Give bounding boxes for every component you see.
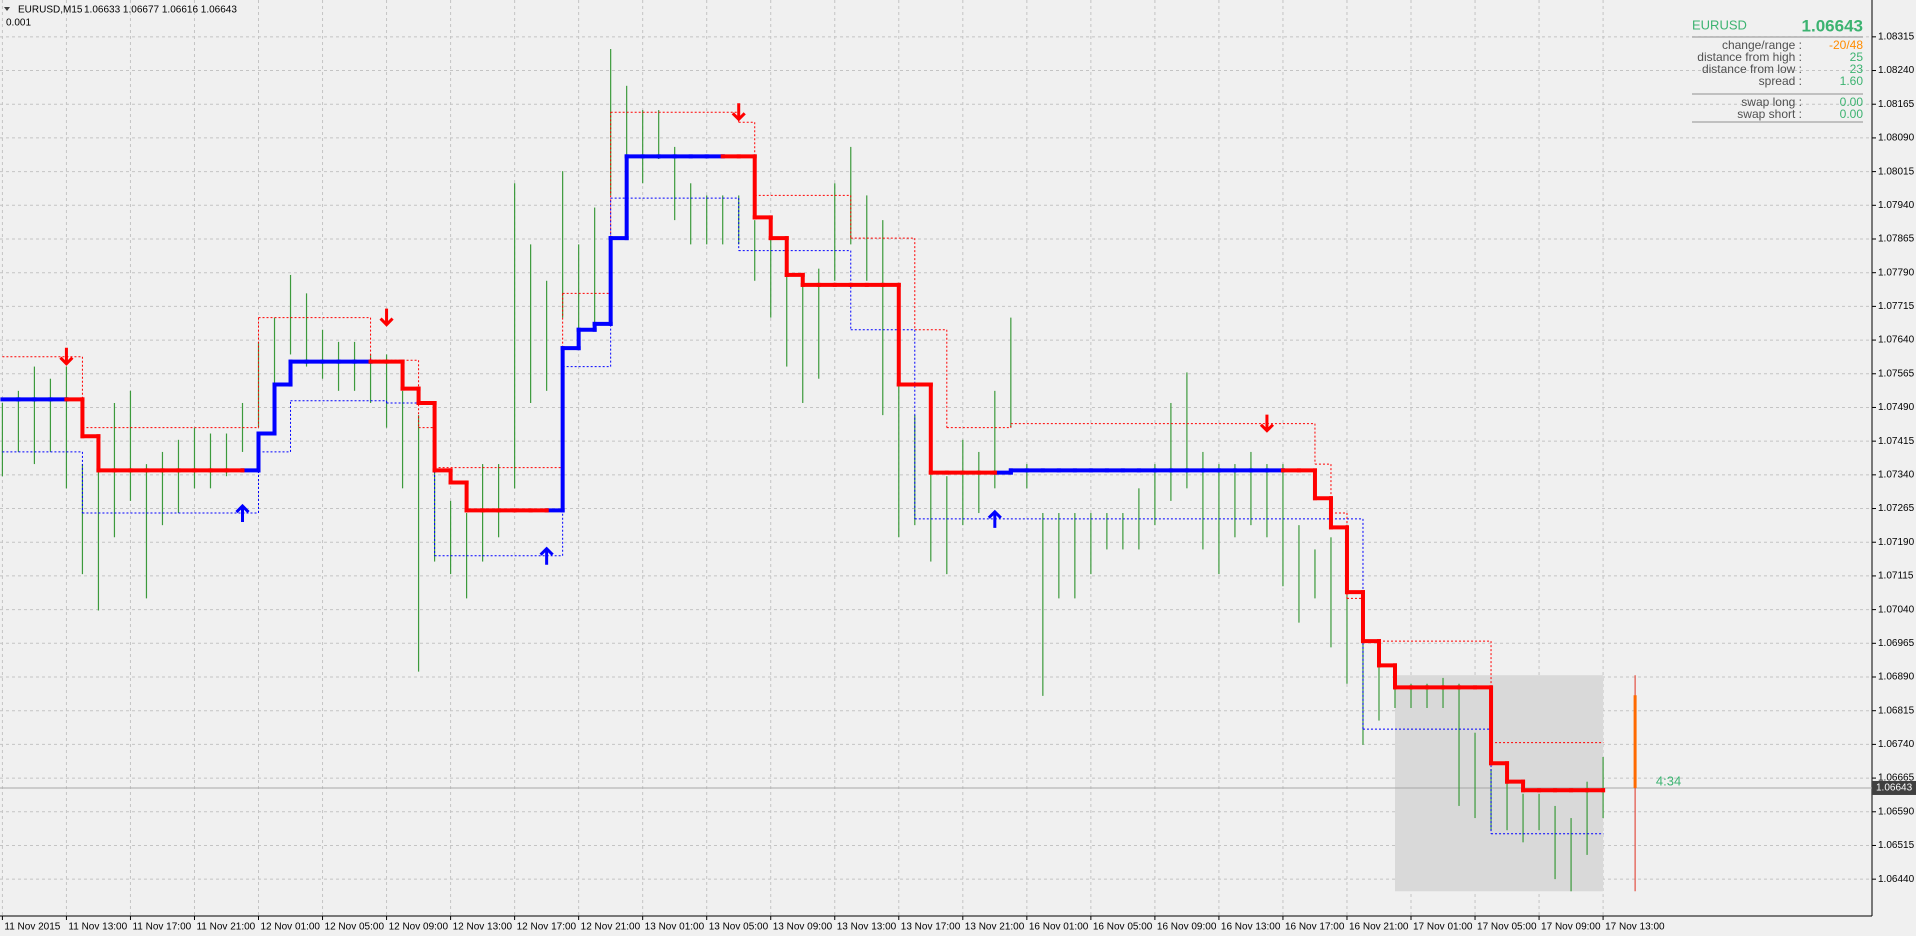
info-value: 0.00 (1840, 107, 1864, 121)
range-layer (0, 675, 1872, 892)
x-tick-label: 12 Nov 17:00 (517, 922, 577, 933)
y-tick-label: 1.06890 (1878, 672, 1915, 683)
x-tick-label: 13 Nov 17:00 (901, 922, 961, 933)
y-tick-label: 1.06740 (1878, 739, 1915, 750)
y-tick-label: 1.06665 (1878, 773, 1915, 784)
x-tick-label: 13 Nov 09:00 (773, 922, 833, 933)
y-tick-label: 1.07115 (1878, 571, 1914, 582)
y-tick-label: 1.06590 (1878, 806, 1915, 817)
x-tick-label: 17 Nov 05:00 (1477, 922, 1537, 933)
x-tick-label: 11 Nov 21:00 (196, 922, 255, 933)
info-label: spread : (1759, 74, 1802, 88)
x-tick-label: 11 Nov 17:00 (132, 922, 191, 933)
sell-arrow (379, 308, 394, 327)
y-tick-label: 1.06440 (1878, 874, 1915, 885)
x-tick-label: 11 Nov 13:00 (68, 922, 127, 933)
y-tick-label: 1.07265 (1878, 503, 1915, 514)
info-label: distance from low : (1702, 62, 1802, 76)
y-tick-label: 1.08315 (1878, 31, 1915, 42)
x-tick-label: 16 Nov 01:00 (1029, 922, 1089, 933)
x-tick-label: 17 Nov 09:00 (1541, 922, 1601, 933)
y-tick-label: 1.07415 (1878, 436, 1915, 447)
current-price-box (1872, 780, 1916, 795)
range-box (1394, 675, 1604, 892)
y-tick-label: 1.07640 (1878, 335, 1915, 346)
y-tick-label: 1.07865 (1878, 234, 1915, 245)
y-tick-label: 1.08015 (1878, 166, 1915, 177)
info-price: 1.06643 (1802, 16, 1863, 35)
x-tick-label: 16 Nov 05:00 (1093, 922, 1153, 933)
x-tick-label: 17 Nov 01:00 (1413, 922, 1473, 933)
x-tick-label: 16 Nov 13:00 (1221, 922, 1281, 933)
x-tick-label: 11 Nov 2015 (4, 922, 60, 933)
info-label: swap long : (1741, 95, 1802, 109)
x-tick-label: 12 Nov 05:00 (325, 922, 385, 933)
sell-arrow (59, 347, 74, 366)
y-tick-label: 1.08165 (1878, 99, 1915, 110)
y-tick-label: 1.07340 (1878, 469, 1915, 480)
info-value: 23 (1850, 62, 1864, 76)
bar-timer: 4:34 (1656, 773, 1681, 788)
info-symbol: EURUSD (1692, 17, 1747, 32)
x-tick-label: 13 Nov 21:00 (965, 922, 1025, 933)
buy-arrow (539, 546, 554, 565)
x-tick-label: 13 Nov 13:00 (837, 922, 897, 933)
current-price-label: 1.06643 (1876, 783, 1913, 794)
x-tick-label: 12 Nov 13:00 (453, 922, 513, 933)
x-tick-label: 13 Nov 01:00 (645, 922, 705, 933)
ohlc-text: 1.06633 1.06677 1.06616 1.06643 (84, 5, 237, 16)
x-tick-label: 17 Nov 13:00 (1605, 922, 1665, 933)
info-label: change/range : (1722, 38, 1802, 52)
info-label: swap short : (1737, 107, 1802, 121)
marks-layer (59, 103, 1637, 892)
y-tick-label: 1.08240 (1878, 65, 1915, 76)
info-value: 1.60 (1840, 74, 1864, 88)
y-tick-label: 1.07565 (1878, 368, 1915, 379)
indicator-text: 0.001 (6, 18, 31, 29)
buy-arrow (235, 503, 250, 523)
x-tick-label: 16 Nov 09:00 (1157, 922, 1217, 933)
info-value: 25 (1850, 50, 1864, 64)
y-tick-label: 1.08090 (1878, 133, 1915, 144)
y-tick-label: 1.06815 (1878, 705, 1915, 716)
y-tick-label: 1.07790 (1878, 267, 1915, 278)
x-tick-label: 16 Nov 17:00 (1285, 922, 1345, 933)
x-tick-label: 12 Nov 21:00 (581, 922, 641, 933)
y-tick-label: 1.07940 (1878, 200, 1915, 211)
sell-arrow (1259, 414, 1275, 433)
x-tick-label: 12 Nov 09:00 (389, 922, 449, 933)
y-tick-label: 1.07715 (1878, 301, 1915, 312)
buy-arrow (987, 509, 1002, 528)
info-value: -20/48 (1829, 38, 1863, 52)
labels-layer: EURUSD,M15 1.06633 1.06677 1.06616 1.066… (4, 5, 1916, 933)
y-tick-label: 1.07490 (1878, 402, 1915, 413)
x-tick-label: 12 Nov 01:00 (261, 922, 321, 933)
menu-triangle[interactable] (4, 7, 10, 11)
sell-arrow (731, 103, 746, 122)
lines-layer (0, 111, 1606, 835)
info-value: 0.00 (1840, 95, 1864, 109)
y-tick-label: 1.06515 (1878, 840, 1915, 851)
x-tick-label: 16 Nov 21:00 (1349, 922, 1409, 933)
y-tick-label: 1.07190 (1878, 537, 1915, 548)
symbol-title: EURUSD,M15 (18, 5, 83, 16)
y-tick-label: 1.06965 (1878, 638, 1915, 649)
x-tick-label: 13 Nov 05:00 (709, 922, 769, 933)
y-tick-label: 1.07040 (1878, 604, 1915, 615)
info-label: distance from high : (1697, 50, 1802, 64)
